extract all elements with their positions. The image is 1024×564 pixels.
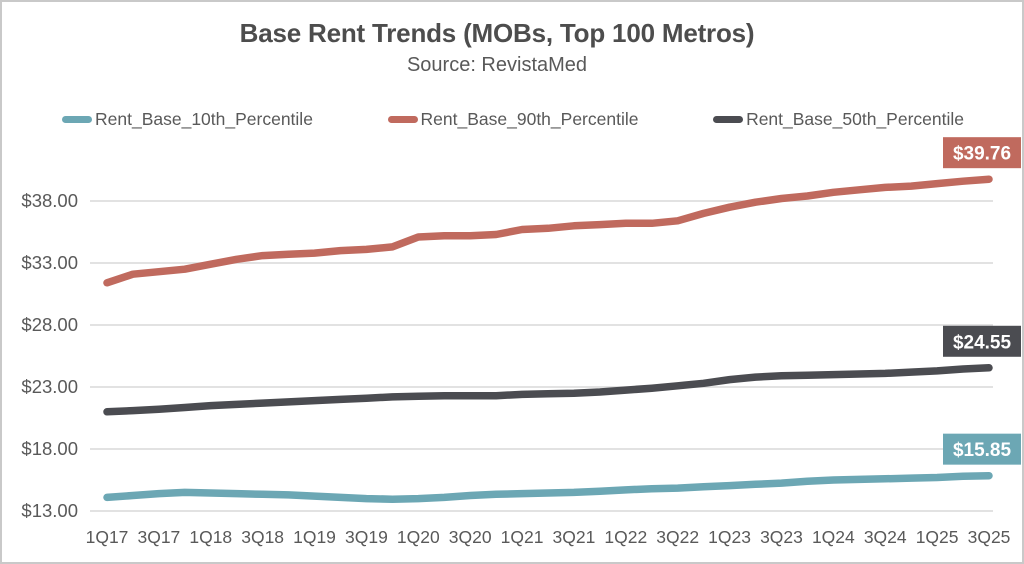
x-axis-tick-label: 1Q24	[812, 527, 855, 547]
chart-subtitle: Source: RevistaMed	[406, 54, 588, 76]
legend-item-10th-percentile: Rent_Base_10th_Percentile	[62, 109, 313, 130]
legend: Rent_Base_10th_Percentile Rent_Base_90th…	[62, 109, 964, 130]
x-axis-tick-label: 3Q19	[345, 527, 388, 547]
x-axis-tick-label: 1Q21	[501, 527, 544, 547]
y-axis-tick-label: $38.00	[21, 190, 78, 211]
series-line-rent_base_10th_percentile	[103, 471, 993, 503]
legend-swatch-10th-icon	[62, 116, 92, 123]
end-label-box-rent_base_50th_percentile	[943, 325, 1021, 357]
legend-swatch-90th-icon	[387, 116, 418, 123]
x-axis-tick-label: 1Q22	[604, 527, 647, 547]
series-line-rent_base_50th_percentile	[103, 364, 993, 416]
x-axis-tick-label: 3Q25	[968, 527, 1011, 547]
y-axis-tick-label: $18.00	[21, 438, 78, 459]
x-axis-tick-label: 1Q20	[397, 527, 440, 547]
x-axis-tick-label: 3Q22	[656, 527, 699, 547]
x-axis-tick-label: 1Q25	[916, 527, 959, 547]
end-label-box-rent_base_90th_percentile	[943, 137, 1021, 169]
x-axis-tick-label: 3Q18	[241, 527, 284, 547]
series-line-rent_base_90th_percentile	[103, 175, 993, 287]
legend-label-90th: Rent_Base_90th_Percentile	[420, 109, 639, 129]
x-axis-tick-label: 1Q23	[708, 527, 751, 547]
x-axis-tick-label: 3Q24	[864, 527, 907, 547]
end-label-text-rent_base_90th_percentile: $39.76	[953, 144, 1011, 165]
legend-item-90th-percentile: Rent_Base_90th_Percentile	[387, 109, 639, 130]
y-axis-tick-label: $13.00	[21, 500, 78, 521]
end-label-text-rent_base_50th_percentile: $24.55	[953, 332, 1012, 353]
x-axis-tick-label: 1Q17	[86, 527, 129, 547]
x-axis-tick-label: 3Q17	[137, 527, 180, 547]
x-axis-tick-label: 3Q21	[553, 527, 596, 547]
y-axis-tick-label: $28.00	[21, 314, 78, 335]
legend-label-10th: Rent_Base_10th_Percentile	[95, 109, 313, 129]
x-axis-tick-label: 1Q18	[189, 527, 232, 547]
x-axis-tick-label: 3Q20	[449, 527, 492, 547]
x-axis-tick-label: 3Q23	[760, 527, 803, 547]
end-label-text-rent_base_10th_percentile: $15.85	[953, 440, 1012, 461]
y-axis-tick-label: $33.00	[21, 252, 78, 273]
y-axis-tick-label: $23.00	[21, 376, 78, 397]
legend-item-50th-percentile: Rent_Base_50th_Percentile	[713, 109, 964, 130]
x-axis-tick-label: 1Q19	[293, 527, 336, 547]
chart-title: Base Rent Trends (MOBs, Top 100 Metros)	[239, 18, 755, 48]
legend-swatch-50th-icon	[713, 116, 744, 123]
end-label-box-rent_base_10th_percentile	[943, 433, 1021, 465]
legend-label-50th: Rent_Base_50th_Percentile	[746, 109, 964, 129]
